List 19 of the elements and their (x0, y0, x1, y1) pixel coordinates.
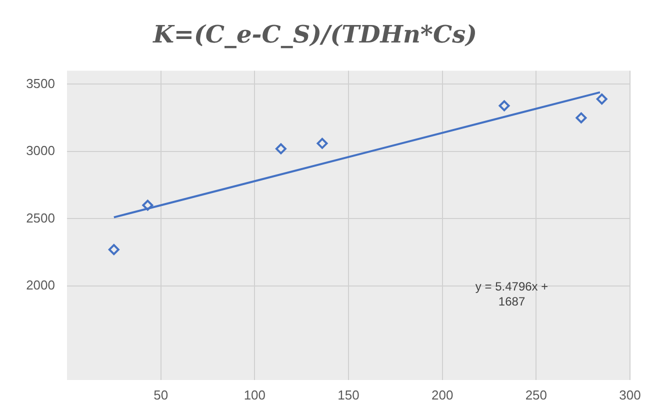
y-tick-label: 2000 (26, 277, 55, 292)
x-tick-label: 200 (431, 387, 454, 402)
point (275, 143, 286, 154)
point (576, 112, 587, 124)
point (316, 138, 328, 149)
x-tick-label: 150 (338, 387, 360, 402)
x-tick-label: 300 (619, 387, 641, 402)
y-tick-label: 3000 (26, 143, 55, 158)
annotation: y = 5.4796x + 1687 (475, 279, 548, 308)
x-tick-label: 50 (154, 387, 168, 402)
point (108, 244, 120, 256)
y-tick-label: 2500 (26, 210, 55, 226)
point (498, 100, 510, 112)
point (596, 94, 608, 105)
chart-title: K=(C_e-C_S)/(TDHn*Cs) (152, 20, 477, 49)
y-tick-label: 3500 (26, 76, 55, 91)
x-tick-label: 250 (525, 387, 548, 402)
point (142, 200, 154, 211)
x-tick-label: 100 (244, 387, 266, 402)
